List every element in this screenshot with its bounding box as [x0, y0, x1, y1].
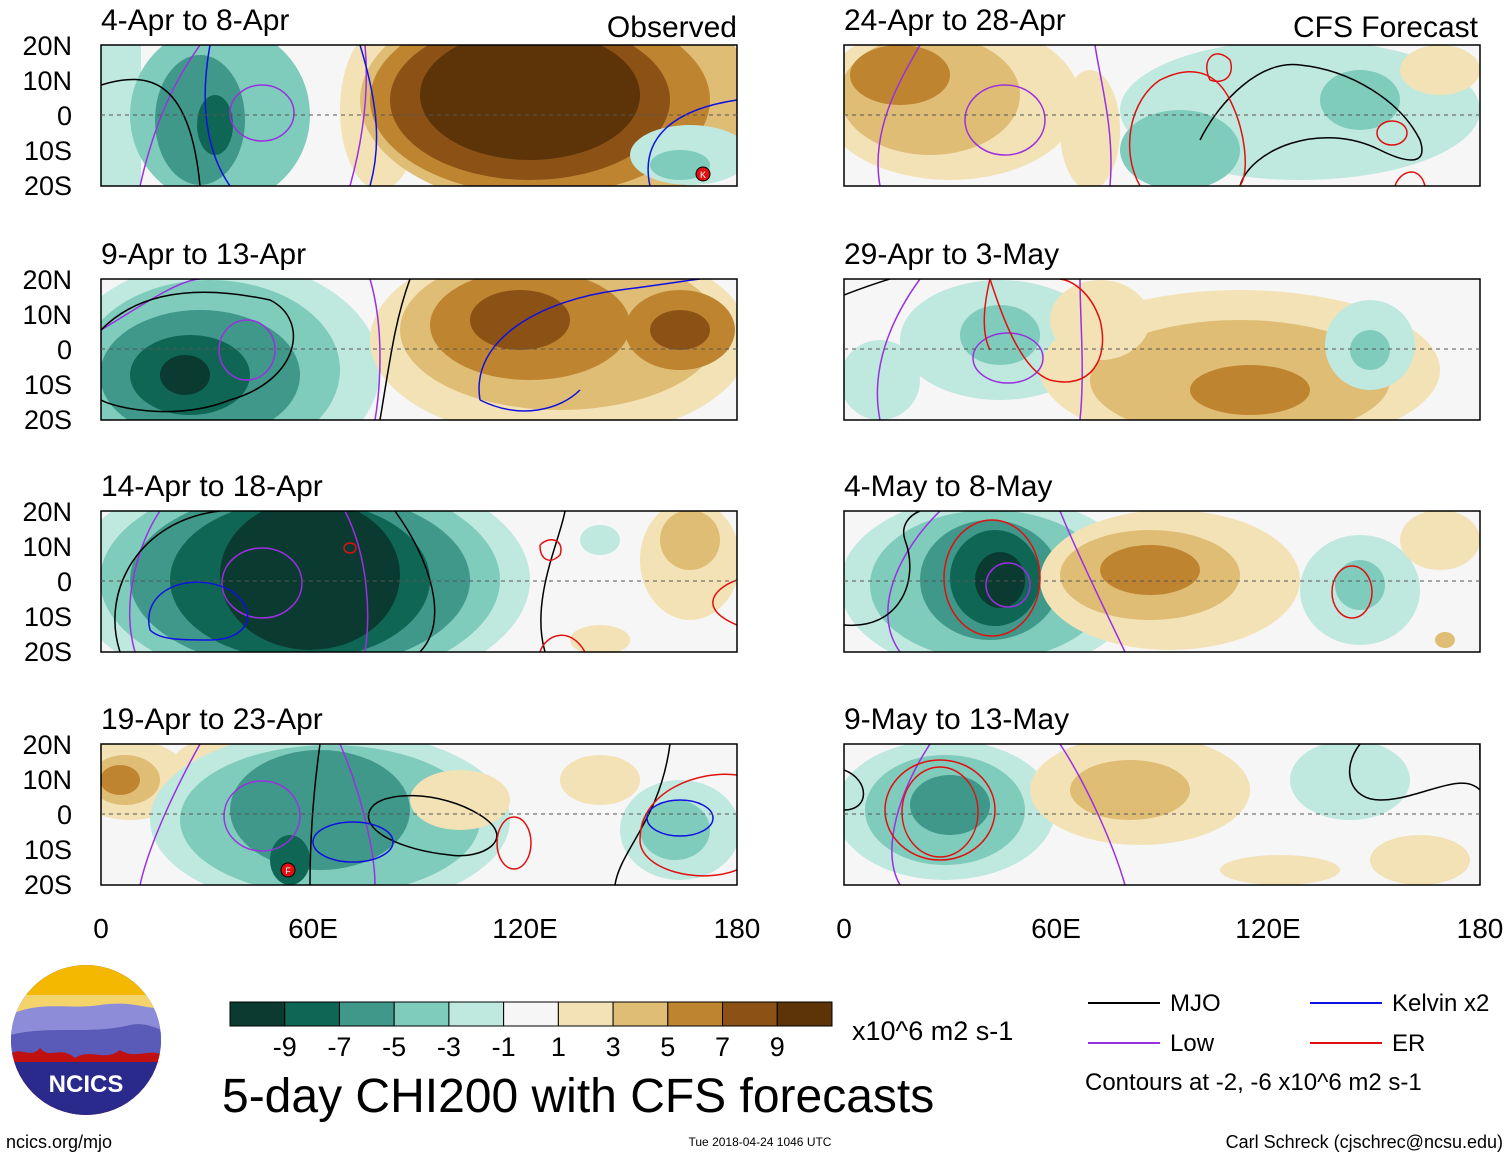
colorbar-tick-label: -1 — [492, 1032, 516, 1062]
svg-text:20N: 20N — [22, 730, 72, 760]
ncics-logo: NCICS — [11, 965, 161, 1115]
colorbar-tick-label: 9 — [770, 1032, 785, 1062]
colorbar: -9 -7 -5 -3 -1 1 3 5 7 9 — [229, 1001, 833, 1062]
colorbar-swatch — [448, 1001, 505, 1027]
svg-text:20N: 20N — [22, 497, 72, 527]
lat-axis-labels: 20N 10N 0 10S 20S 20N 10N 0 10S 20S 20N … — [22, 31, 72, 900]
lon-axis-labels: 0 60E 120E 180 0 60E 120E 180 — [93, 913, 1503, 944]
observed-label: Observed — [607, 11, 737, 44]
storm-marker-k: K — [695, 166, 711, 182]
map-panel-4apr-8apr — [101, 45, 737, 186]
svg-text:NCICS: NCICS — [49, 1071, 124, 1098]
svg-text:10S: 10S — [24, 602, 72, 632]
svg-text:10S: 10S — [24, 370, 72, 400]
legend-contour-note: Contours at -2, -6 x10^6 m2 s-1 — [1085, 1069, 1422, 1096]
map-panel-19apr-23apr — [101, 744, 737, 885]
svg-text:10S: 10S — [24, 136, 72, 166]
svg-text:120E: 120E — [492, 913, 557, 944]
colorbar-swatch — [557, 1001, 614, 1027]
panel-title: 19-Apr to 23-Apr — [101, 703, 323, 736]
svg-text:180: 180 — [714, 913, 761, 944]
colorbar-swatch — [229, 1001, 286, 1027]
colorbar-tick-label: 5 — [660, 1032, 675, 1062]
colorbar-swatch — [393, 1001, 450, 1027]
colorbar-swatch — [722, 1001, 778, 1027]
svg-text:0: 0 — [836, 913, 852, 944]
colorbar-tick-label: 1 — [551, 1032, 566, 1062]
map-panel-24apr-28apr — [844, 45, 1480, 186]
equator-lines — [101, 114, 1480, 815]
svg-text:20S: 20S — [24, 637, 72, 667]
panel-title: 9-May to 13-May — [844, 703, 1069, 736]
forecast-label: CFS Forecast — [1293, 11, 1479, 44]
svg-text:10N: 10N — [22, 66, 72, 96]
colorbar-tick-label: 3 — [606, 1032, 621, 1062]
main-title: 5-day CHI200 with CFS forecasts — [222, 1070, 934, 1123]
legend: MJO Kelvin x2 Low ER Contours at -2, -6 … — [1085, 990, 1489, 1096]
legend-kelvin-label: Kelvin x2 — [1392, 990, 1489, 1017]
svg-text:20N: 20N — [22, 265, 72, 295]
svg-text:F: F — [285, 866, 291, 876]
svg-text:0: 0 — [57, 800, 72, 830]
svg-text:20S: 20S — [24, 405, 72, 435]
colorbar-tick-label: 7 — [715, 1032, 730, 1062]
panel-title: 29-Apr to 3-May — [844, 238, 1059, 271]
svg-text:0: 0 — [57, 335, 72, 365]
svg-text:180: 180 — [1457, 913, 1504, 944]
svg-text:20S: 20S — [24, 171, 72, 201]
author-credit: Carl Schreck (cjschrec@ncsu.edu) — [1226, 1132, 1503, 1152]
colorbar-swatch — [338, 1001, 395, 1027]
panel-title: 4-May to 8-May — [844, 470, 1052, 503]
svg-text:10N: 10N — [22, 300, 72, 330]
svg-text:20S: 20S — [24, 870, 72, 900]
svg-text:60E: 60E — [288, 913, 338, 944]
legend-er-label: ER — [1392, 1030, 1425, 1057]
colorbar-tick-label: -7 — [327, 1032, 351, 1062]
legend-low-label: Low — [1170, 1030, 1215, 1057]
panel-title: 9-Apr to 13-Apr — [101, 238, 306, 271]
legend-mjo-label: MJO — [1170, 990, 1221, 1017]
panel-title: 14-Apr to 18-Apr — [101, 470, 323, 503]
colorbar-swatch — [612, 1001, 669, 1027]
svg-text:0: 0 — [57, 101, 72, 131]
svg-text:10S: 10S — [24, 835, 72, 865]
panel-title: 24-Apr to 28-Apr — [844, 4, 1066, 37]
colorbar-tick-label: -5 — [382, 1032, 406, 1062]
colorbar-tick-label: -3 — [437, 1032, 461, 1062]
svg-text:K: K — [700, 170, 706, 180]
colorbar-swatch — [284, 1001, 340, 1027]
svg-text:60E: 60E — [1031, 913, 1081, 944]
colorbar-units: x10^6 m2 s-1 — [852, 1016, 1013, 1046]
colorbar-swatch — [776, 1001, 833, 1027]
storm-marker-f: F — [280, 862, 296, 878]
svg-text:0: 0 — [93, 913, 109, 944]
map-panel-9may-13may — [844, 744, 1480, 885]
colorbar-swatch — [667, 1001, 724, 1027]
svg-text:120E: 120E — [1235, 913, 1300, 944]
colorbar-swatch — [503, 1001, 559, 1027]
svg-text:10N: 10N — [22, 765, 72, 795]
map-panel-14apr-18apr — [101, 511, 737, 652]
svg-text:10N: 10N — [22, 532, 72, 562]
panel-title: 4-Apr to 8-Apr — [101, 4, 289, 37]
map-panel-29apr-3may — [844, 279, 1480, 420]
svg-text:0: 0 — [57, 567, 72, 597]
map-panel-9apr-13apr — [101, 279, 737, 420]
map-panel-4may-8may — [844, 511, 1480, 652]
timestamp: Tue 2018-04-24 1046 UTC — [689, 1135, 832, 1149]
site-link[interactable]: ncics.org/mjo — [6, 1132, 112, 1152]
svg-text:20N: 20N — [22, 31, 72, 61]
colorbar-tick-label: -9 — [273, 1032, 297, 1062]
